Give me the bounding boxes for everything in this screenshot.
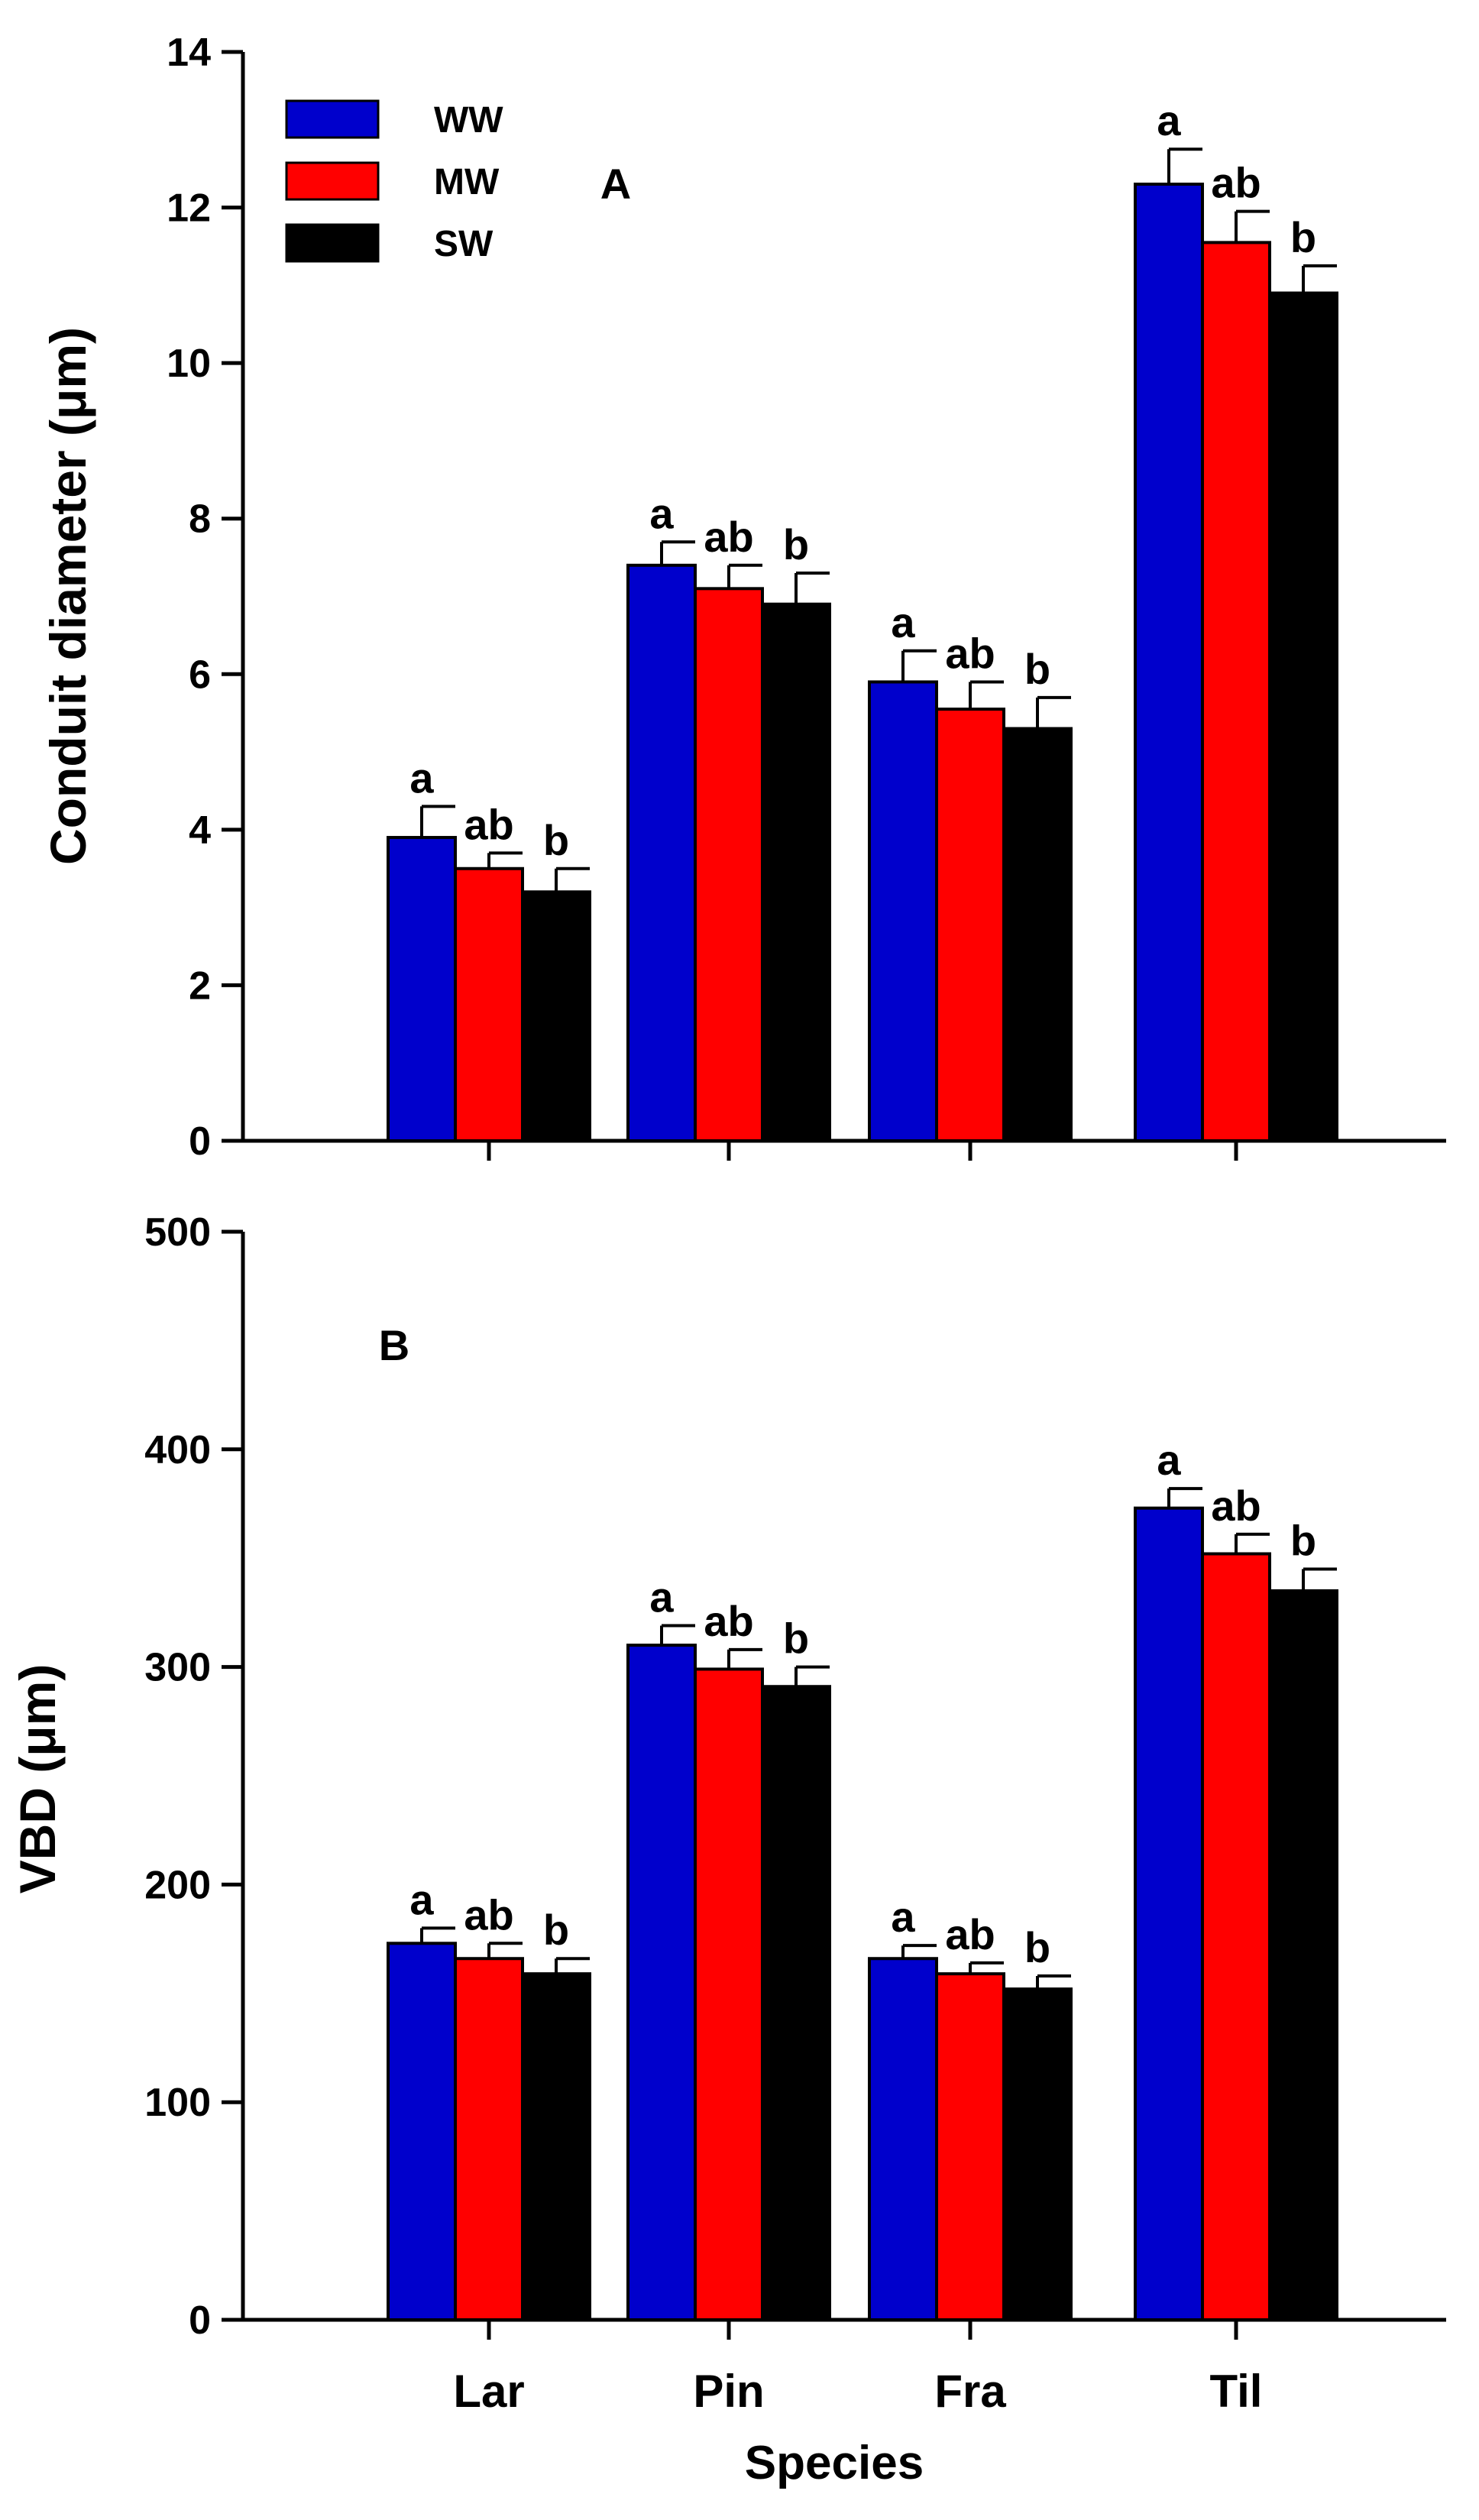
bar-sw-fra [1002,727,1073,1142]
legend-label-sw: SW [434,224,494,264]
bar-mw-pin [694,587,764,1142]
bar-sw-lar [521,890,591,1143]
y-tick-label: 8 [189,497,211,542]
legend: WW MW SW [285,99,503,264]
significance-letter: ab [704,513,753,561]
significance-letter: b [1290,213,1316,261]
y-axis-label: Conduit diameter (μm) [40,327,96,865]
significance-letter: b [1290,1516,1316,1564]
significance-letter: a [891,1893,915,1941]
bar-mw-lar [454,1957,524,2321]
bar-sw-pin [761,602,831,1142]
bar-ww-lar [387,836,457,1143]
bar-sw-pin [761,1685,831,2321]
significance-letter: b [543,816,569,864]
significance-letter: a [1157,1436,1181,1484]
bar-sw-lar [521,1972,591,2321]
significance-letter: ab [945,1910,995,1958]
significance-letter: b [1024,1923,1050,1971]
significance-letter: ab [464,1890,513,1939]
y-tick-label: 2 [189,964,211,1008]
bar-mw-lar [454,866,524,1142]
significance-letter: ab [464,800,513,848]
significance-letter: a [649,489,674,537]
y-tick-label: 10 [167,342,211,386]
bar-mw-pin [694,1667,764,2321]
y-tick-label: 12 [167,186,211,231]
y-tick-label: 400 [144,1428,211,1472]
significance-letter: a [649,1573,674,1621]
significance-letter: ab [1211,1482,1261,1530]
legend-swatch-sw [285,223,380,263]
bar-ww-lar [387,1942,457,2321]
significance-letter: ab [945,629,995,677]
bar-mw-fra [935,708,1005,1142]
significance-letter: b [783,1615,809,1663]
significance-letter: a [1157,96,1181,144]
y-tick-label: 0 [189,1119,211,1164]
significance-letter: b [543,1906,569,1954]
legend-label-ww: WW [434,100,503,141]
significance-letter: a [409,753,434,802]
y-tick-label: 100 [144,2081,211,2125]
bar-ww-fra [868,680,938,1142]
panel-label: B [379,1321,409,1369]
x-tick-label: Pin [693,2366,764,2417]
y-tick-label: 300 [144,1646,211,1690]
bar-ww-pin [626,1644,697,2322]
significance-letter: ab [1211,159,1261,207]
significance-letter: a [409,1875,434,1923]
significance-letter: b [1024,645,1050,693]
panel-label: A [600,160,631,208]
y-tick-label: 0 [189,2298,211,2343]
bar-ww-pin [626,563,697,1142]
y-tick-label: 4 [189,808,211,853]
legend-label-mw: MW [434,162,500,202]
bar-mw-fra [935,1972,1005,2321]
y-tick-label: 500 [144,1210,211,1255]
bar-ww-fra [868,1957,938,2321]
x-tick-label: Lar [453,2366,524,2417]
significance-letter: ab [704,1597,753,1645]
legend-swatch-mw [285,161,380,201]
x-axis-label: Species [745,2437,924,2489]
bar-sw-til [1268,1589,1338,2321]
x-tick-label: Til [1210,2366,1263,2417]
bar-sw-fra [1002,1987,1073,2321]
y-tick-label: 200 [144,1863,211,1907]
legend-swatch-ww [285,99,380,139]
bar-ww-til [1134,1506,1204,2321]
y-axis-label: VBD (μm) [9,1664,66,1894]
significance-letter: a [891,598,915,646]
y-tick-label: 6 [189,653,211,697]
bar-ww-til [1134,183,1204,1142]
bar-sw-til [1268,291,1338,1142]
significance-letter: b [783,520,809,568]
y-tick-label: 14 [167,31,211,75]
bar-mw-til [1201,241,1271,1142]
x-tick-label: Fra [934,2366,1006,2417]
bar-mw-til [1201,1552,1271,2321]
